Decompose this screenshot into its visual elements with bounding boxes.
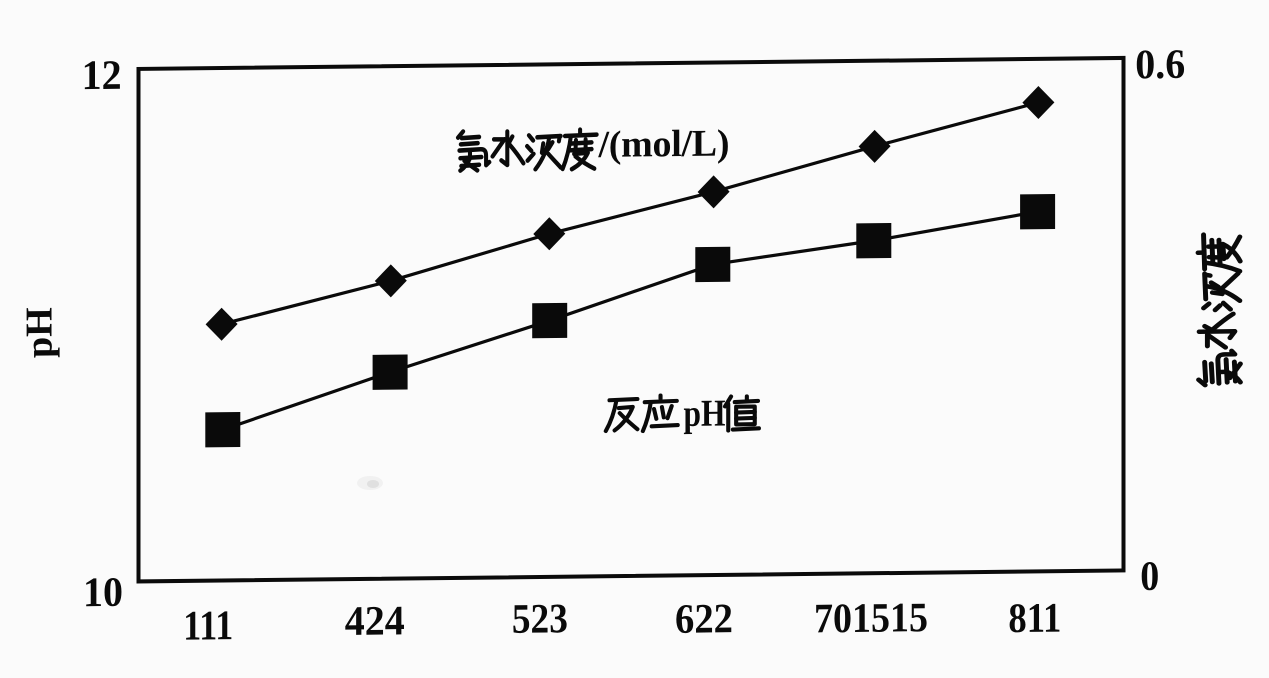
svg-text:0: 0 [1140, 554, 1159, 600]
svg-text:0.6: 0.6 [1135, 42, 1185, 89]
svg-text:424: 424 [345, 598, 405, 645]
svg-text:12: 12 [82, 53, 122, 99]
svg-text:811: 811 [1008, 596, 1061, 643]
svg-text:701515: 701515 [814, 595, 928, 642]
svg-text:10: 10 [83, 570, 123, 616]
svg-text:111: 111 [183, 603, 233, 650]
svg-text:/(mol/L): /(mol/L) [598, 122, 730, 165]
svg-text:pH: pH [19, 307, 61, 358]
svg-text:523: 523 [512, 596, 568, 643]
svg-text:622: 622 [675, 596, 733, 643]
svg-text:pH: pH [684, 392, 726, 434]
